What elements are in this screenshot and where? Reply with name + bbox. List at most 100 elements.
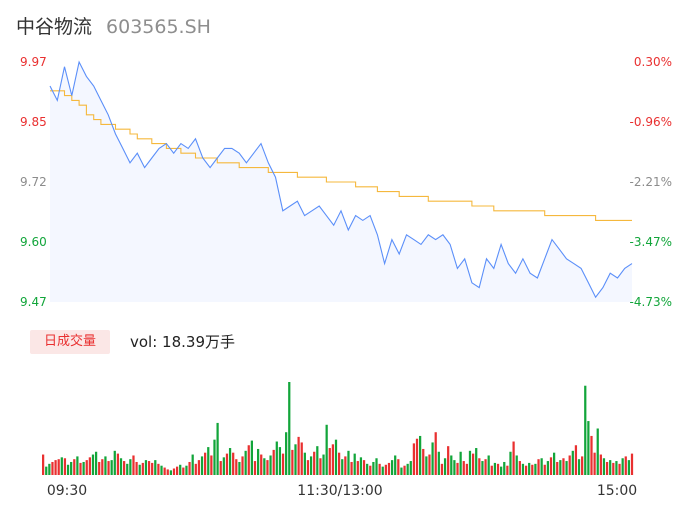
- volume-bar: [353, 453, 356, 475]
- volume-bar: [462, 461, 465, 475]
- volume-tag: 日成交量: [30, 330, 110, 354]
- volume-bar: [141, 462, 144, 475]
- volume-bar: [378, 463, 381, 475]
- volume-bar: [478, 458, 481, 475]
- volume-bar: [147, 461, 151, 475]
- volume-bar: [381, 466, 384, 475]
- right-axis: 0.30% -0.96% -2.21% -3.47% -4.73%: [630, 55, 672, 309]
- y-right-tick-label: -3.47%: [630, 235, 672, 249]
- volume-bar: [91, 454, 95, 475]
- volume-bar: [188, 461, 191, 475]
- volume-bar: [403, 465, 406, 475]
- volume-bar: [422, 448, 425, 475]
- volume-bar: [73, 459, 76, 475]
- volume-bar: [238, 461, 241, 475]
- volume-bar: [512, 441, 515, 475]
- volume-bar: [144, 460, 148, 475]
- volume-bar: [515, 455, 518, 475]
- stock-name: 中谷物流: [16, 16, 93, 38]
- volume-bar: [51, 461, 54, 475]
- x-tick-label: 15:00: [597, 483, 637, 499]
- volume-bar: [556, 461, 559, 475]
- volume-bar: [123, 461, 126, 475]
- volume-bar: [216, 422, 219, 475]
- volume-bar: [359, 457, 363, 475]
- volume-bar: [612, 462, 615, 475]
- volume-bar: [222, 457, 225, 475]
- volume-bar: [256, 448, 260, 475]
- volume-bar: [294, 444, 297, 475]
- volume-bar: [552, 452, 556, 475]
- volume-bar: [384, 464, 387, 475]
- volume-bar: [263, 458, 266, 475]
- volume-bar: [344, 456, 347, 475]
- volume-bar: [66, 464, 70, 475]
- volume-bar: [210, 455, 213, 475]
- y-tick-label: 9.72: [20, 175, 47, 189]
- volume-bar: [621, 458, 624, 475]
- y-right-tick-label: -0.96%: [630, 115, 672, 129]
- volume-bar: [306, 460, 310, 475]
- volume-bar: [278, 447, 282, 475]
- volume-bar: [615, 461, 618, 475]
- volume-bar: [104, 456, 107, 475]
- volume-bar: [599, 454, 602, 475]
- volume-bar: [447, 446, 450, 475]
- volume-bar: [79, 462, 82, 475]
- volume-bar: [107, 461, 110, 475]
- volume-bar: [618, 463, 621, 475]
- volume-bar: [338, 452, 341, 475]
- volume-bar: [285, 432, 288, 475]
- volume-bar: [228, 448, 232, 475]
- volume-bar: [63, 458, 67, 475]
- volume-bar: [400, 467, 403, 475]
- volume-bar: [126, 463, 129, 475]
- volume-bar: [425, 456, 428, 475]
- y-tick-label: 9.97: [20, 55, 47, 69]
- volume-bar: [390, 460, 394, 475]
- volume-bar: [179, 464, 182, 475]
- volume-bar: [362, 460, 366, 475]
- volume-bar: [334, 439, 338, 475]
- volume-bar: [406, 463, 409, 475]
- volume-bar: [571, 450, 574, 475]
- volume-bar: [191, 454, 194, 475]
- volume-bar: [54, 460, 57, 475]
- volume-bar: [260, 454, 263, 475]
- volume-bar: [506, 465, 509, 475]
- volume-bar: [101, 459, 104, 475]
- volume-bar: [584, 385, 587, 475]
- volume-bar: [88, 457, 91, 475]
- volume-bar: [204, 452, 207, 475]
- volume-bar: [151, 462, 154, 475]
- volume-bar: [577, 459, 581, 475]
- volume-bar: [581, 456, 584, 475]
- volume-bar: [624, 456, 627, 475]
- volume-bar: [319, 458, 322, 475]
- volume-bar: [609, 460, 612, 475]
- volume-bar: [587, 421, 590, 475]
- volume-bar: [419, 435, 422, 475]
- volume-bar: [465, 463, 468, 475]
- volume-bar: [316, 446, 319, 475]
- time-axis: 09:30 11:30/13:00 15:00: [47, 483, 637, 499]
- volume-bar: [169, 470, 172, 475]
- volume-bar: [197, 460, 201, 475]
- volume-bar: [42, 454, 45, 475]
- volume-bar: [500, 466, 503, 475]
- volume-bar: [562, 458, 565, 475]
- left-axis: 9.97 9.85 9.72 9.60 9.47: [20, 55, 47, 309]
- volume-bar: [85, 460, 88, 475]
- volume-bar: [241, 456, 244, 475]
- x-tick-label: 11:30/13:00: [297, 483, 382, 499]
- volume-bar: [602, 458, 606, 475]
- volume-bar: [163, 467, 166, 475]
- volume-bar: [341, 459, 344, 475]
- volume-bar: [48, 463, 51, 475]
- volume-bar: [269, 455, 272, 475]
- volume-bar: [116, 453, 120, 475]
- volume-bar: [484, 459, 487, 475]
- volume-bar: [630, 453, 634, 475]
- volume-label: vol: 18.39万手: [130, 333, 235, 351]
